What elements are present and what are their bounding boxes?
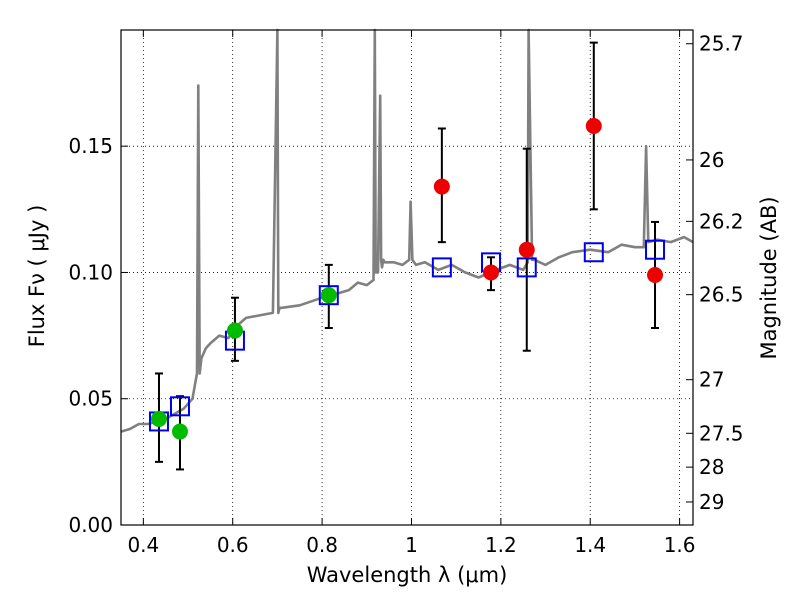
y2-tick-label: 27 [699, 368, 724, 392]
green-data-point [171, 423, 188, 440]
red-data-point [518, 241, 535, 258]
y-tick-label: 0.15 [68, 134, 113, 158]
y2-tick-label: 29 [699, 490, 724, 514]
x-tick-label: 1.2 [485, 533, 517, 557]
plot-frame [120, 29, 694, 526]
error-bars-layer [154, 41, 660, 471]
y2-tick-label: 27.5 [699, 421, 744, 445]
green-data-point [226, 322, 243, 339]
template-spectrum-layer [120, 28, 694, 433]
x-axis-label: Wavelength λ (μm) [307, 563, 508, 587]
y-tick-labels: 0.00 0.05 0.10 0.15 [68, 134, 113, 537]
y2-tick-label: 28 [699, 455, 724, 479]
model-box-marker [583, 242, 604, 263]
y2-tick-label: 25.7 [699, 32, 744, 56]
y2-tick-label: 26.5 [699, 283, 744, 307]
y-tick-label: 0.10 [68, 260, 113, 284]
y2-tick-label: 26 [699, 148, 724, 172]
red-data-point [483, 264, 500, 281]
x-tick-label: 1.6 [664, 533, 696, 557]
x-tick-label: 0.4 [127, 533, 159, 557]
model-box-marker [645, 239, 666, 260]
model-box-marker [169, 396, 190, 417]
y-tick-label: 0.05 [68, 387, 113, 411]
axis-ticks [121, 30, 693, 526]
y2-tick-label: 26.2 [699, 209, 744, 233]
y-axis-label: Flux Fν ( μJy ) [25, 205, 49, 348]
green-data-point [150, 410, 167, 427]
markers-layer [148, 117, 666, 440]
grid-lines [121, 30, 693, 525]
y-tick-label: 0.00 [68, 513, 113, 537]
red-data-point [585, 117, 602, 134]
model-box-marker [431, 257, 452, 278]
model-box-marker [318, 285, 339, 306]
y2-axis-label: Magnitude (AB) [757, 196, 781, 359]
x-tick-label: 0.6 [217, 533, 249, 557]
x-tick-label: 0.8 [306, 533, 338, 557]
green-data-point [320, 287, 337, 304]
x-tick-label: 1.4 [574, 533, 606, 557]
y2-tick-labels: 25.7 26 26.2 26.5 27 27.5 28 29 [699, 32, 744, 514]
x-tick-labels: 0.4 0.6 0.8 1 1.2 1.4 1.6 [127, 533, 695, 557]
red-data-point [433, 178, 450, 195]
x-tick-label: 1 [405, 533, 418, 557]
template-spectrum-line [120, 28, 694, 433]
model-box-marker [516, 257, 537, 278]
red-data-point [647, 266, 664, 283]
